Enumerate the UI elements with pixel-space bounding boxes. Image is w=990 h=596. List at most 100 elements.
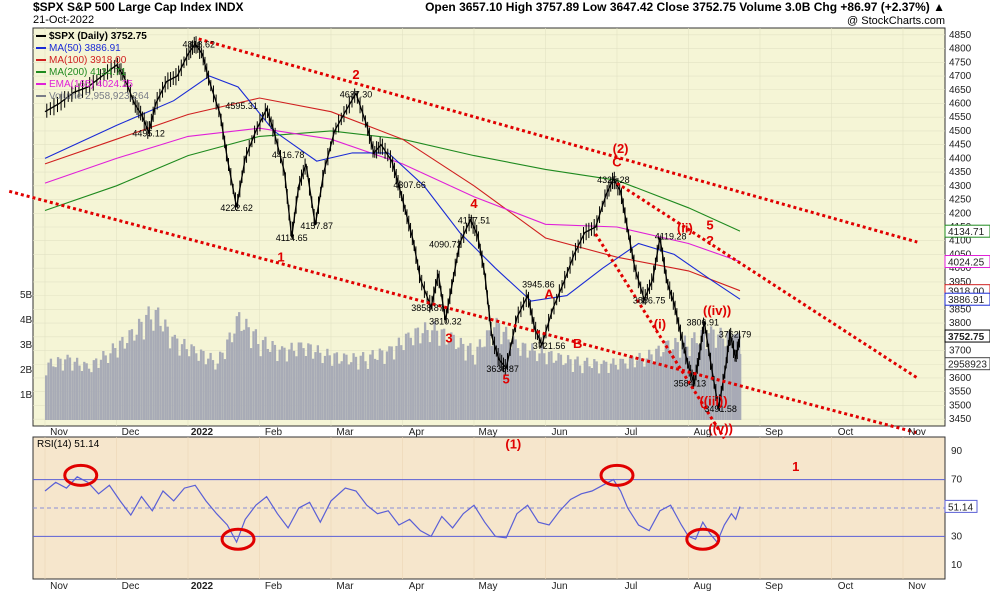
rsi-x-tick-label: Sep	[765, 581, 783, 591]
price-y-tick-label: 4800	[949, 44, 972, 55]
volume-bar	[488, 330, 491, 420]
volume-bar	[288, 349, 291, 420]
volume-bar	[173, 334, 176, 420]
legend-entry: MA(100) 3918.00	[49, 55, 127, 66]
volume-bar	[497, 323, 501, 420]
volume-bar	[602, 360, 605, 420]
volume-bar	[271, 341, 274, 420]
volume-bar	[307, 343, 310, 420]
volume-bar	[202, 350, 205, 420]
volume-bar	[364, 361, 367, 420]
volume-bar	[104, 355, 107, 420]
volume-bar	[176, 338, 179, 420]
volume-bar	[259, 356, 262, 420]
volume-bar	[414, 328, 417, 420]
volume-bar	[285, 361, 289, 420]
volume-bar	[540, 346, 544, 420]
price-x-tick-label: Jun	[551, 427, 567, 438]
volume-bar	[197, 360, 200, 420]
volume-bar	[297, 342, 300, 420]
rsi-value-badge-text: 51.14	[948, 502, 973, 513]
volume-bar	[192, 346, 196, 420]
rsi-x-tick-label: May	[479, 581, 498, 591]
price-y-tick-label: 4750	[949, 57, 972, 68]
volume-y-tick-label: 4B	[20, 315, 33, 326]
price-x-tick-label: Dec	[122, 427, 140, 438]
wave-label: (ii)	[677, 220, 693, 235]
rsi-x-tick-label: Nov	[908, 581, 926, 591]
volume-bar	[550, 351, 553, 420]
volume-bar	[292, 350, 296, 420]
trendline	[198, 37, 918, 244]
volume-bar	[707, 333, 710, 420]
volume-bar	[512, 336, 515, 420]
volume-bar	[652, 363, 656, 420]
price-label: 3858.87	[411, 303, 444, 313]
volume-bar	[452, 334, 455, 420]
volume-bar	[304, 356, 308, 420]
value-badge	[944, 255, 990, 269]
lines-layer	[44, 36, 741, 412]
volume-bar	[123, 348, 126, 420]
volume-bar	[204, 364, 207, 420]
price-y-tick-label: 4300	[949, 181, 972, 192]
volume-bar	[543, 353, 546, 420]
volume-bar	[485, 330, 489, 420]
volume-bar	[538, 353, 541, 420]
volume-bar	[71, 370, 74, 420]
rsi-highlight-circle	[63, 463, 99, 487]
rsi-legend: RSI(14) 51.14	[37, 439, 100, 450]
volume-y-tick-label: 5B	[20, 290, 33, 301]
price-label: 4222.62	[220, 203, 253, 213]
value-badge	[944, 329, 990, 343]
legend-entry: $SPX (Daily) 3752.75	[49, 31, 147, 42]
price-label: 3762.79	[719, 329, 752, 339]
volume-bar	[290, 342, 293, 420]
volume-bar	[516, 348, 520, 420]
volume-bar	[519, 355, 522, 420]
volume-bar	[583, 360, 586, 420]
volume-bar	[257, 344, 260, 420]
volume-bar	[569, 359, 572, 420]
volume-bar	[159, 325, 162, 420]
volume-bar	[409, 337, 412, 420]
price-y-tick-label: 4850	[949, 30, 972, 41]
volume-bar	[395, 345, 398, 420]
volume-bar	[495, 317, 498, 420]
volume-bar	[345, 354, 348, 420]
volume-bar	[471, 354, 474, 420]
volume-bar	[631, 356, 634, 420]
rsi-x-tick-label: Oct	[838, 581, 854, 591]
price-y-tick-label: 3500	[949, 400, 972, 411]
price-x-tick-label: Apr	[409, 427, 425, 438]
volume-bar	[655, 348, 658, 420]
volume-bar	[73, 361, 76, 420]
volume-bar	[705, 348, 708, 420]
volume-bar	[178, 355, 181, 420]
volume-bar	[667, 340, 670, 420]
volume-bar	[145, 314, 148, 420]
volume-bar	[171, 336, 174, 420]
price-label: 3491.58	[704, 404, 737, 414]
volume-bar	[578, 365, 582, 420]
volume-bar	[392, 359, 396, 420]
volume-bar	[235, 316, 238, 420]
value-badge	[944, 357, 990, 371]
volume-bar	[647, 349, 651, 420]
axes-layer: 4850480047504700465046004550450044504400…	[20, 30, 990, 592]
volume-bar	[390, 346, 393, 420]
volume-bar	[428, 342, 432, 420]
price-label: 4114.65	[276, 233, 308, 243]
volume-bar	[404, 333, 408, 420]
volume-bar	[574, 359, 577, 420]
volume-bar	[702, 332, 706, 420]
volume-bar	[388, 346, 391, 420]
price-y-tick-label: 3950	[949, 277, 972, 288]
rsi-y-tick-label: 70	[951, 475, 963, 486]
value-badge-text: 4134.71	[948, 227, 985, 238]
volume-bar	[261, 340, 265, 420]
volume-bar	[188, 356, 191, 420]
volume-bar	[111, 343, 115, 420]
wave-label: 1	[277, 249, 284, 264]
